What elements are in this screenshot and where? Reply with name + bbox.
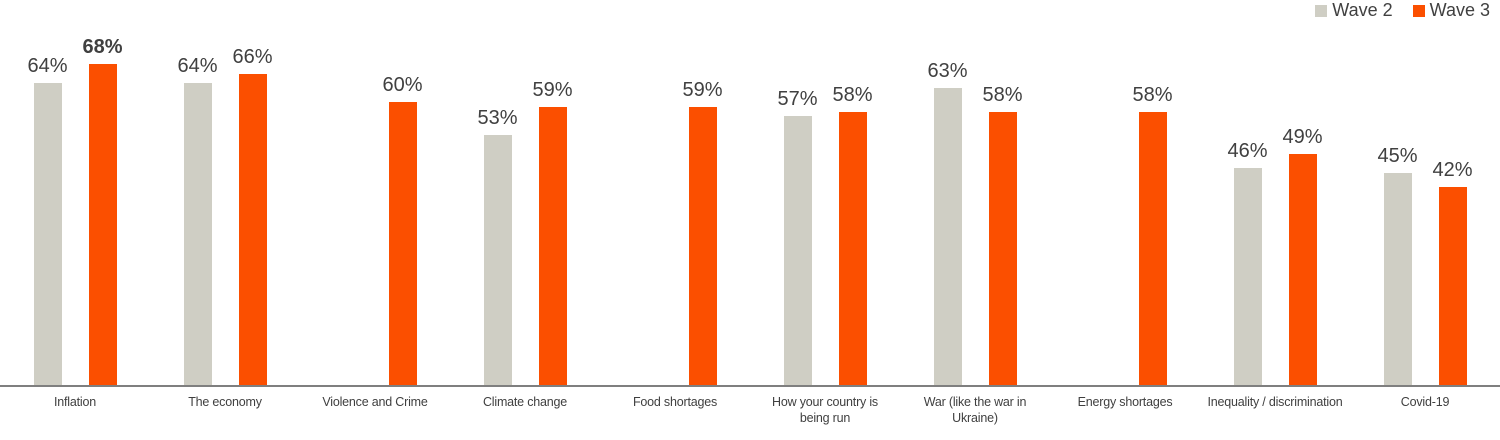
bar-slot: 68% <box>82 36 123 385</box>
plot-area: 64% 68% 64% 66% 60% 53% 59% 59% 57% 58% 63% 58% 58% 4… <box>0 0 1500 385</box>
bar-wave-2 <box>783 116 812 385</box>
bar-group: 53% 59% <box>450 0 600 385</box>
bar-pair: 59% <box>634 79 723 385</box>
bar-group: 46% 49% <box>1200 0 1350 385</box>
bar-group: 59% <box>600 0 750 385</box>
legend-swatch-wave-2-icon <box>1315 4 1328 17</box>
x-axis: Inflation The economy Violence and Crime Cl… <box>0 385 1500 427</box>
bar-slot: 59% <box>532 79 573 385</box>
category-label: Violence and Crime <box>322 395 428 409</box>
bar-slot: 66% <box>232 46 273 385</box>
category-label: How your country is being run <box>772 395 878 426</box>
bar-group: 45% 42% <box>1350 0 1500 385</box>
bar-group: 57% 58% <box>750 0 900 385</box>
bar-wave-2 <box>933 88 962 385</box>
bar-wave-3 <box>988 112 1017 385</box>
value-label: 66% <box>232 46 273 68</box>
bar-wave-3 <box>688 107 717 385</box>
value-label: 49% <box>1282 126 1323 148</box>
bar-slot: 64% <box>177 55 218 385</box>
bar-wave-3 <box>538 107 567 385</box>
category-label: Inflation <box>54 395 96 409</box>
legend-item-wave-2: Wave 2 <box>1315 0 1393 21</box>
legend-item-wave-3: Wave 3 <box>1412 0 1490 21</box>
bar-wave-2 <box>183 83 212 385</box>
category-label: War (like the war in Ukraine) <box>923 395 1027 426</box>
bar-slot: 58% <box>1132 84 1173 385</box>
bar-pair: 63% 58% <box>927 60 1023 385</box>
value-label: 64% <box>27 55 68 77</box>
value-label: 64% <box>177 55 218 77</box>
bar-slot: 64% <box>27 55 68 385</box>
value-label: 60% <box>382 74 423 96</box>
category-label: Covid-19 <box>1400 395 1450 409</box>
bar-slot: 58% <box>832 84 873 385</box>
bar-wave-3 <box>238 74 267 385</box>
bar-wave-2 <box>483 135 512 385</box>
bar-group: 63% 58% <box>900 0 1050 385</box>
bar-slot: 63% <box>927 60 968 385</box>
bar-pair: 64% 66% <box>177 46 273 385</box>
bar-slot: 46% <box>1227 140 1268 385</box>
bar-pair: 58% <box>1084 84 1173 385</box>
value-label: 45% <box>1377 145 1418 167</box>
bar-slot: 49% <box>1282 126 1323 385</box>
value-label: 58% <box>832 84 873 106</box>
bar-wave-3 <box>388 102 417 385</box>
bar-wave-3 <box>1288 154 1317 385</box>
bar-slot: 59% <box>682 79 723 385</box>
value-label: 42% <box>1432 159 1473 181</box>
bar-wave-3 <box>88 64 117 385</box>
bar-slot: 60% <box>382 74 423 385</box>
bar-pair: 46% 49% <box>1227 126 1323 385</box>
value-label: 46% <box>1227 140 1268 162</box>
bar-pair: 53% 59% <box>477 79 573 385</box>
bar-pair: 60% <box>334 74 423 385</box>
bar-wave-2 <box>33 83 62 385</box>
bar-wave-2 <box>1383 173 1412 385</box>
bar-wave-3 <box>1138 112 1167 385</box>
value-label: 57% <box>777 88 818 110</box>
value-label: 53% <box>477 107 518 129</box>
bar-slot: 45% <box>1377 145 1418 385</box>
value-label: 63% <box>927 60 968 82</box>
category-label: Energy shortages <box>1077 395 1173 409</box>
bar-wave-2 <box>1233 168 1262 385</box>
legend: Wave 2 Wave 3 <box>1315 0 1490 21</box>
bar-pair: 64% 68% <box>27 36 123 385</box>
bar-wave-3 <box>1438 187 1467 385</box>
bar-pair: 57% 58% <box>777 84 873 385</box>
category-label: Inequality / discrimination <box>1207 395 1343 409</box>
bar-slot: 42% <box>1432 159 1473 385</box>
legend-label-wave-3: Wave 3 <box>1429 0 1490 20</box>
value-label: 68% <box>82 36 123 58</box>
bar-wave-3 <box>838 112 867 385</box>
bar-pair: 45% 42% <box>1377 145 1473 385</box>
value-label: 59% <box>532 79 573 101</box>
legend-swatch-wave-3-icon <box>1412 4 1425 17</box>
legend-label-wave-2: Wave 2 <box>1332 0 1393 20</box>
value-label: 58% <box>982 84 1023 106</box>
bar-slot: 57% <box>777 88 818 385</box>
bar-group: 64% 68% <box>0 0 150 385</box>
category-label: Climate change <box>482 395 568 409</box>
bar-group: 60% <box>300 0 450 385</box>
value-label: 58% <box>1132 84 1173 106</box>
value-label: 59% <box>682 79 723 101</box>
bar-slot: 58% <box>982 84 1023 385</box>
category-label: Food shortages <box>632 395 718 409</box>
bar-group: 64% 66% <box>150 0 300 385</box>
category-label: The economy <box>188 395 262 409</box>
bar-slot: 53% <box>477 107 518 385</box>
bar-group: 58% <box>1050 0 1200 385</box>
